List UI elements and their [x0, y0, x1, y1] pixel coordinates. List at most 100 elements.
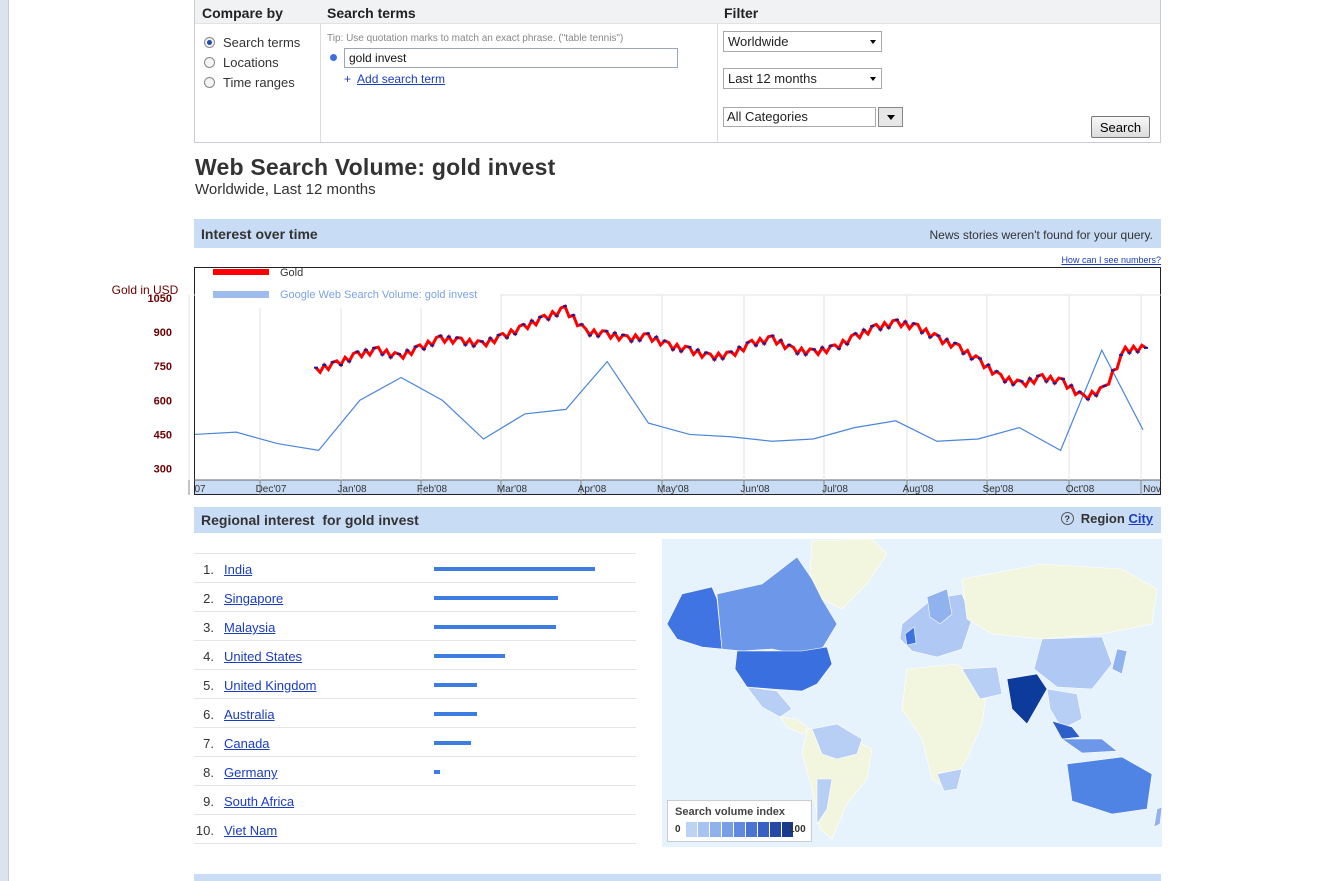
gold-price-tick — [571, 314, 576, 317]
table-row: 9. South Africa — [194, 785, 636, 814]
table-end-divider — [194, 843, 636, 844]
gold-price-tick — [538, 316, 543, 319]
gold-price-tick — [803, 353, 808, 356]
region-link[interactable]: India — [224, 562, 253, 577]
gold-price-tick — [471, 345, 476, 348]
region-link[interactable]: United States — [224, 649, 303, 664]
map-legend: Search volume index 0 100 — [667, 800, 812, 842]
add-search-term-link[interactable]: Add search term — [357, 72, 446, 86]
region-link[interactable]: Viet Nam — [224, 823, 278, 838]
gold-price-tick — [845, 343, 850, 346]
time-select[interactable]: Last 12 months — [723, 68, 882, 89]
gold-price-tick — [978, 357, 982, 360]
radio-search-terms[interactable]: Search terms — [204, 35, 300, 50]
usa-shape — [734, 646, 833, 692]
region-link[interactable]: Singapore — [224, 591, 284, 606]
table-row: 10. Viet Nam — [194, 814, 636, 843]
gold-price-tick — [637, 339, 642, 342]
x-tick-label: Jun'08 — [740, 484, 770, 495]
search-button[interactable]: Search — [1091, 116, 1150, 138]
gold-price-tick — [737, 346, 742, 349]
gold-price-tick — [504, 336, 509, 339]
table-row: 3. Malaysia — [194, 611, 636, 640]
page-subtitle: Worldwide, Last 12 months — [195, 181, 376, 198]
gold-price-tick — [1036, 374, 1041, 377]
legend-swatch — [770, 822, 781, 837]
rank-number: 9. — [203, 794, 214, 809]
gold-price-tick — [928, 336, 933, 339]
region-volume-bar — [434, 712, 478, 716]
malaysia-shape — [1051, 720, 1081, 740]
region-link[interactable]: South Africa — [224, 794, 295, 809]
y-tick-label: 750 — [154, 361, 172, 373]
region-link[interactable]: Canada — [224, 736, 270, 751]
region-link[interactable]: Australia — [224, 707, 275, 722]
regional-ranking-list: 1. India 2. Singapore 3. Malaysia 4. United Sta… — [194, 553, 636, 844]
map-legend-title: Search volume index — [675, 806, 786, 818]
world-map-graphic — [666, 539, 1162, 840]
gold-price-tick — [1127, 351, 1132, 354]
search-term-input[interactable] — [344, 48, 678, 68]
add-search-term[interactable]: + Add search term — [344, 72, 445, 86]
chart-legend-box — [195, 268, 500, 308]
gold-price-tick — [895, 318, 899, 321]
region-volume-bar — [434, 567, 595, 571]
region-select[interactable]: Worldwide — [723, 31, 882, 52]
gold-price-tick — [380, 353, 385, 356]
gold-price-tick — [911, 322, 916, 325]
table-row: 2. Singapore — [194, 582, 636, 611]
radio-icon[interactable] — [204, 57, 215, 68]
gold-price-tick — [870, 325, 875, 328]
gold-price-tick — [322, 363, 327, 366]
region-volume-bar — [434, 741, 472, 745]
greenland-shape — [809, 539, 888, 610]
region-volume-bar — [434, 625, 557, 629]
table-row: 4. United States — [194, 640, 636, 669]
compare-by-header: Compare by — [195, 0, 320, 24]
region-link[interactable]: Malaysia — [224, 620, 276, 635]
gold-price-tick — [1085, 398, 1090, 401]
legend-volume-label: Google Web Search Volume: gold invest — [280, 289, 477, 301]
region-link[interactable]: Germany — [224, 765, 278, 780]
new-zealand-shape — [1153, 806, 1162, 828]
region-label: Region — [1080, 511, 1125, 526]
y-tick-label: 300 — [154, 464, 172, 476]
gold-price-tick — [903, 320, 908, 323]
x-tick-label: Jan'08 — [337, 484, 367, 495]
radio-time-ranges[interactable]: Time ranges — [204, 75, 295, 90]
gold-price-tick — [397, 353, 401, 355]
x-tick-label: Oct'08 — [1066, 484, 1095, 495]
world-map[interactable]: Search volume index 0 100 — [662, 539, 1162, 847]
gold-price-tick — [753, 344, 758, 347]
region-link[interactable]: United Kingdom — [224, 678, 317, 693]
how-see-numbers-link[interactable]: How can I see numbers? — [1061, 255, 1161, 265]
radio-icon[interactable] — [204, 77, 215, 88]
category-field[interactable]: All Categories — [723, 107, 876, 127]
radio-icon[interactable] — [204, 37, 215, 48]
page-title: Web Search Volume: gold invest — [195, 154, 556, 180]
gold-series-line — [314, 304, 1147, 402]
rank-number: 8. — [203, 765, 214, 780]
middle-east-shape — [961, 666, 1003, 700]
indonesia-shape — [1061, 738, 1118, 754]
china-shape — [1033, 636, 1113, 690]
gold-price-tick — [529, 319, 534, 322]
rank-number: 6. — [203, 707, 214, 722]
gold-price-tick — [828, 344, 833, 347]
gold-price-tick — [886, 326, 891, 329]
category-dropdown-button[interactable] — [878, 107, 903, 127]
gold-price-tick — [521, 323, 526, 326]
interest-over-time-header: Interest over time News stories weren't … — [194, 219, 1161, 248]
help-icon[interactable]: ? — [1060, 512, 1074, 525]
city-link[interactable]: City — [1128, 511, 1153, 526]
gold-price-tick — [330, 361, 335, 364]
gold-price-tick — [762, 342, 767, 345]
gold-price-tick — [1102, 384, 1107, 387]
gold-price-tick — [820, 346, 825, 349]
radio-locations[interactable]: Locations — [204, 55, 279, 70]
central-america-shape — [779, 716, 811, 735]
y-tick-label: 450 — [154, 429, 172, 441]
x-tick-label: Mar'08 — [497, 484, 528, 495]
chart-frame — [194, 267, 1161, 495]
y-axis-label: Gold in USD — [112, 283, 179, 297]
